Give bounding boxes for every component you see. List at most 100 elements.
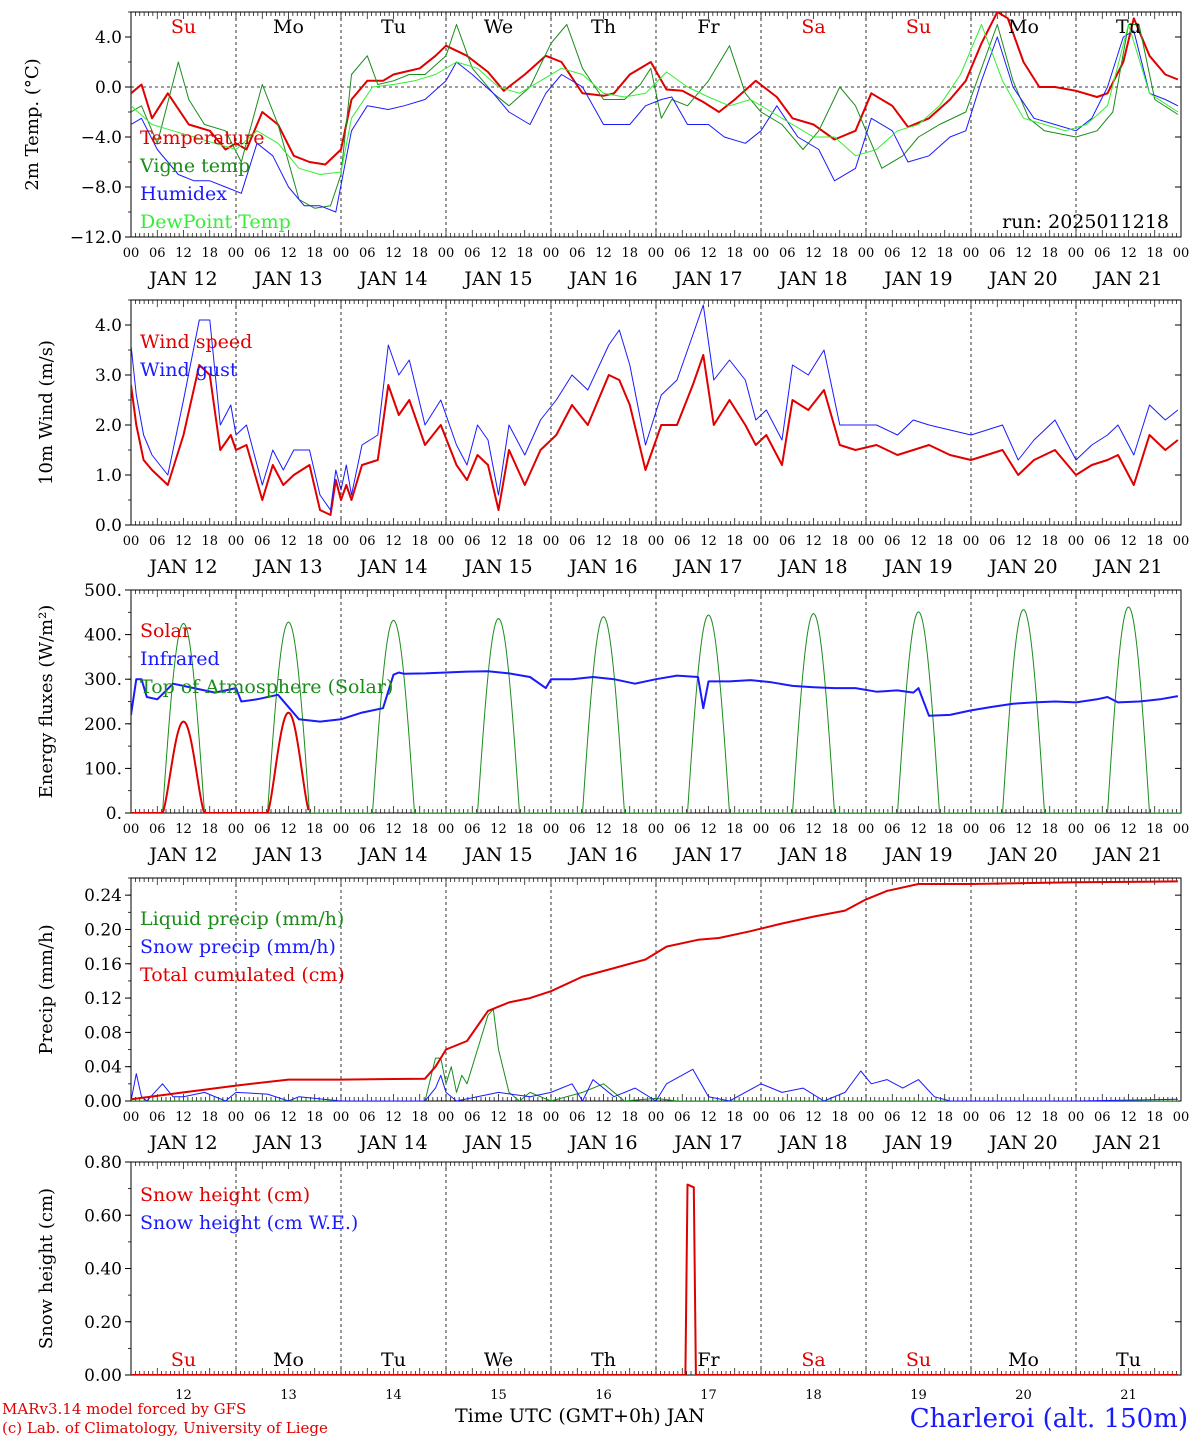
date-label: JAN 18	[777, 268, 847, 290]
series-liquid-precip-mm-h	[131, 1008, 1178, 1101]
hour-label: 18	[516, 534, 533, 549]
hour-label: 00	[228, 534, 245, 549]
date-label: JAN 17	[672, 1132, 742, 1154]
date-label: JAN 16	[567, 268, 637, 290]
hour-label: 18	[936, 246, 953, 261]
date-label: JAN 15	[462, 556, 532, 578]
series-temperature	[131, 12, 1179, 166]
weekday-label: Mo	[273, 16, 304, 38]
hour-label: 18	[1146, 822, 1163, 837]
hour-label: 00	[543, 534, 560, 549]
hour-label: 00	[648, 1110, 665, 1125]
date-label: JAN 13	[252, 556, 322, 578]
hour-label: 12	[805, 534, 822, 549]
weekday-label: Fr	[697, 1349, 720, 1371]
hour-label: 18	[201, 822, 218, 837]
y-tick-label: 0.08	[84, 1023, 122, 1043]
weekday-label: Su	[171, 16, 196, 38]
y-tick-label: 2.0	[95, 416, 122, 436]
weekday-label: Mo	[1008, 16, 1039, 38]
hour-label: 06	[674, 534, 691, 549]
y-tick-label: 0.0	[95, 78, 122, 98]
hour-label: 00	[753, 246, 770, 261]
weekday-label: Sa	[801, 1349, 825, 1371]
weekday-label: Fr	[697, 16, 720, 38]
date-label: JAN 13	[252, 844, 322, 866]
date-label: JAN 16	[567, 844, 637, 866]
date-label: JAN 13	[252, 268, 322, 290]
day-number-label: 16	[595, 1388, 612, 1403]
legend-entry: Wind gust	[140, 359, 238, 381]
day-number-label: 18	[805, 1388, 822, 1403]
hour-label: 12	[490, 246, 507, 261]
hour-label: 06	[359, 246, 376, 261]
series-snow-precip-mm-h	[131, 1068, 1178, 1101]
hour-label: 00	[1173, 1110, 1190, 1125]
legend-entry: Infrared	[140, 648, 220, 670]
hour-label: 12	[280, 246, 297, 261]
weekday-label: Tu	[1116, 16, 1141, 38]
weekday-label: Tu	[381, 16, 406, 38]
y-tick-label: 100.	[84, 759, 122, 779]
hour-label: 06	[884, 822, 901, 837]
hour-label: 06	[884, 246, 901, 261]
hour-label: 18	[306, 246, 323, 261]
hour-label: 00	[438, 534, 455, 549]
hour-label: 06	[254, 246, 271, 261]
date-label: JAN 12	[147, 1132, 217, 1154]
hour-label: 00	[1173, 246, 1190, 261]
hour-label: 06	[569, 246, 586, 261]
hour-label: 18	[516, 246, 533, 261]
hour-label: 00	[438, 1110, 455, 1125]
y-tick-label: 0.40	[84, 1260, 122, 1280]
hour-label: 06	[569, 822, 586, 837]
y-tick-label: 3.0	[95, 366, 122, 386]
hour-label: 06	[674, 246, 691, 261]
date-label: JAN 19	[882, 268, 952, 290]
series-toa-solar	[131, 606, 1181, 813]
hour-label: 12	[385, 1110, 402, 1125]
hour-label: 06	[779, 822, 796, 837]
y-tick-label: 0.24	[84, 886, 122, 906]
date-label: JAN 21	[1092, 844, 1162, 866]
hour-label: 06	[674, 1110, 691, 1125]
y-tick-label: 300.	[84, 670, 122, 690]
hour-label: 12	[490, 822, 507, 837]
hour-label: 12	[385, 822, 402, 837]
hour-label: 06	[149, 1110, 166, 1125]
weekday-label: We	[484, 1349, 513, 1371]
hour-label: 00	[1068, 246, 1085, 261]
date-label: JAN 20	[987, 1132, 1057, 1154]
y-tick-label: 4.0	[95, 28, 122, 48]
hour-label: 00	[1068, 822, 1085, 837]
hour-label: 06	[359, 822, 376, 837]
date-label: JAN 16	[567, 1132, 637, 1154]
hour-label: 12	[910, 534, 927, 549]
hour-label: 12	[385, 246, 402, 261]
y-tick-label: 0.00	[84, 1092, 122, 1112]
legend-entry: Wind speed	[140, 331, 252, 353]
weekday-label: Su	[906, 16, 931, 38]
y-axis-label: Precip (mm/h)	[36, 924, 57, 1054]
hour-label: 00	[753, 1110, 770, 1125]
hour-label: 12	[805, 1110, 822, 1125]
y-axis-label: Energy fluxes (W/m²)	[36, 605, 57, 799]
date-label: JAN 20	[987, 844, 1057, 866]
hour-label: 00	[753, 534, 770, 549]
weekday-label: Su	[171, 1349, 196, 1371]
hour-label: 18	[831, 246, 848, 261]
legend-entry: Temperature	[140, 127, 264, 149]
hour-label: 00	[228, 246, 245, 261]
hour-label: 18	[936, 822, 953, 837]
hour-label: 06	[464, 822, 481, 837]
hour-label: 00	[858, 534, 875, 549]
hour-label: 00	[858, 822, 875, 837]
y-tick-label: 4.0	[95, 316, 122, 336]
date-label: JAN 18	[777, 844, 847, 866]
day-number-label: 13	[280, 1388, 297, 1403]
hour-label: 00	[648, 246, 665, 261]
hour-label: 06	[674, 822, 691, 837]
hour-label: 18	[1146, 246, 1163, 261]
y-tick-label: 0.04	[84, 1058, 122, 1078]
